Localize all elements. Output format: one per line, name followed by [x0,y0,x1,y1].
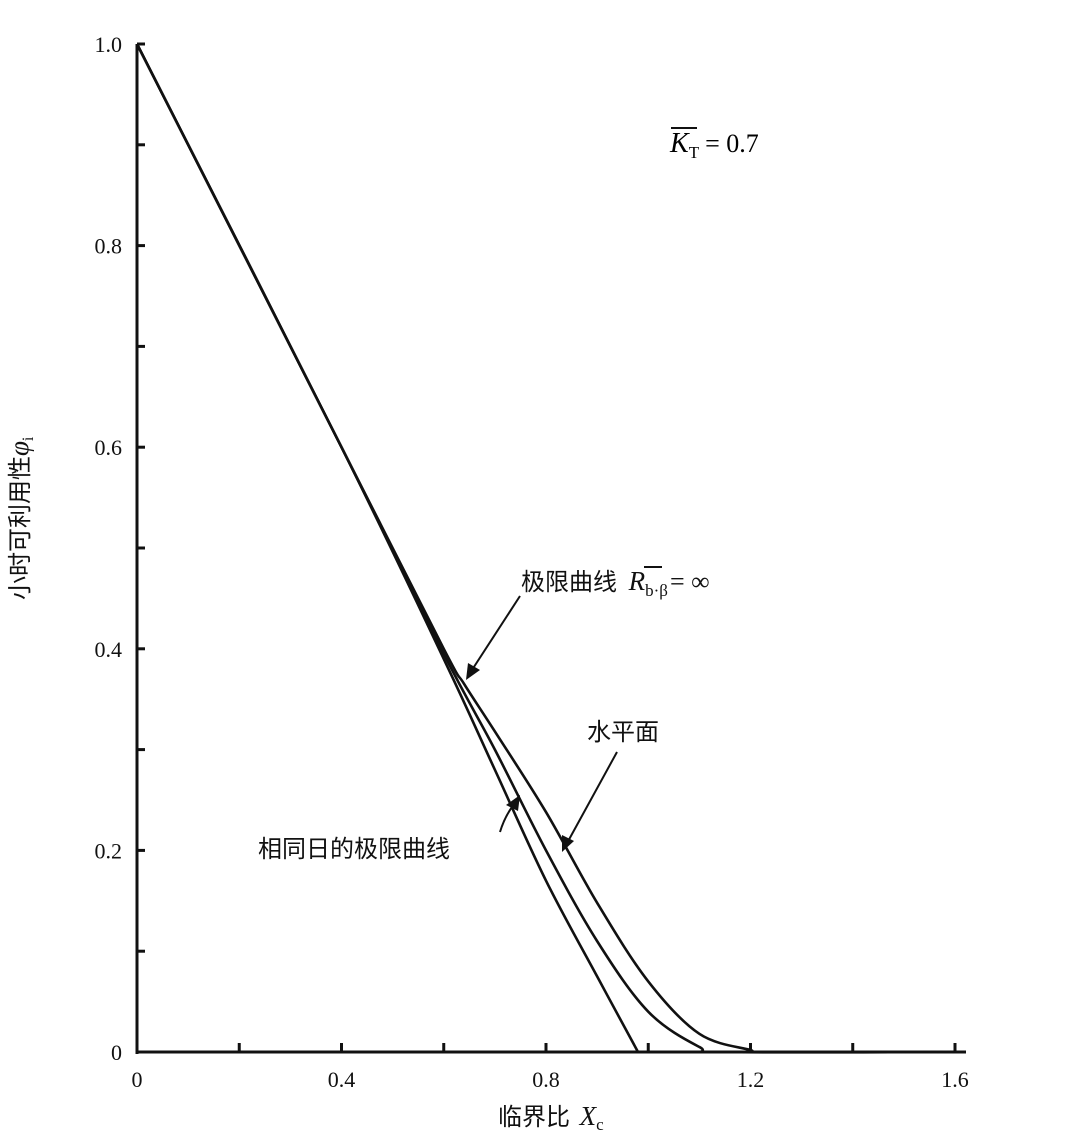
y-tick-label: 0.8 [95,234,123,259]
same-day-limit-line [135,43,640,1053]
x-axis-title: 临界比 Xc [498,1101,604,1132]
parameter-subscript: T [689,143,700,162]
x-tick-label: 1.6 [941,1067,969,1092]
annotations: KT = 0.7 极限曲线 Rb·β= ∞ 水平面 相同日的极限曲线 临界比 Xc… [4,127,759,1132]
y-axis-title-text: 小时可利用性 [6,456,34,600]
x-axis-title-sub: c [596,1115,604,1132]
limit-curve-symbol: R [628,566,646,596]
limit-curve-arrowhead [466,663,480,680]
limit-curve-line [135,43,956,1054]
same-day-arrowhead [506,795,520,811]
limit-curve-arrow [469,595,521,674]
horizontal-arrowhead [562,835,574,852]
x-tick-label: 0 [132,1067,143,1092]
y-axis-title-sub: i [20,436,37,441]
series-label-limit-curve: 极限曲线 Rb·β= ∞ [521,566,710,600]
parameter-value: = 0.7 [705,129,759,158]
x-axis-title-var: X [579,1101,598,1131]
parameter-label: KT = 0.7 [669,128,759,162]
y-tick-label: 1.0 [95,32,123,57]
y-tick-label: 0.2 [95,838,123,863]
y-axis-title-var: φ [4,441,34,456]
y-tick-label: 0 [111,1040,122,1065]
parameter-symbol: K [669,128,690,159]
y-axis-title: 小时可利用性φi [4,436,37,600]
horizontal-arrow [565,751,618,846]
tick-labels: 0 0.4 0.8 1.2 1.6 0 0.2 0.4 0.6 0.8 1.0 [95,32,969,1092]
limit-curve-name: 极限曲线 [521,568,617,596]
x-axis-title-text: 临界比 [498,1103,570,1131]
curves [135,43,956,1054]
x-tick-label: 1.2 [737,1067,765,1092]
ticks [137,42,957,1052]
x-tick-label: 0.4 [328,1067,356,1092]
y-tick-label: 0.6 [95,435,123,460]
x-tick-label: 0.8 [532,1067,560,1092]
y-tick-label: 0.4 [95,637,123,662]
limit-curve-value: = ∞ [670,567,710,596]
horizontal-surface-line [135,43,956,1054]
limit-curve-sub: b·β [645,581,668,600]
series-label-same-day: 相同日的极限曲线 [258,835,450,863]
axes [135,44,966,1054]
series-label-horizontal: 水平面 [587,718,659,746]
